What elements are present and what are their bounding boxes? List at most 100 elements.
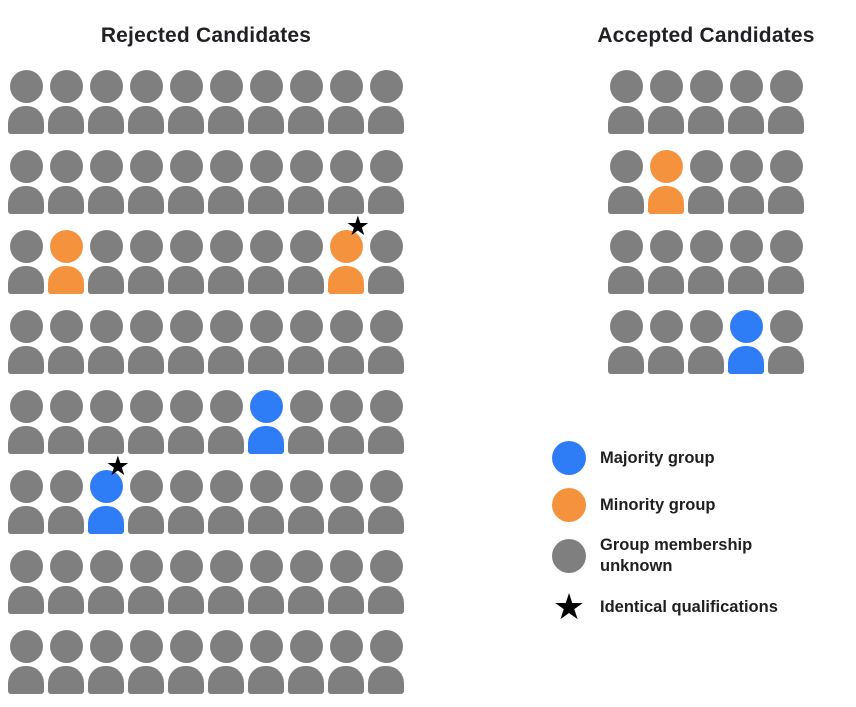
person-head bbox=[129, 630, 163, 663]
person-torso bbox=[368, 666, 404, 694]
person-icon bbox=[328, 150, 364, 214]
person-head bbox=[169, 230, 203, 263]
person-torso bbox=[328, 666, 364, 694]
person-icon bbox=[688, 230, 724, 294]
person-torso bbox=[48, 186, 84, 214]
star-icon: ★ bbox=[345, 211, 370, 241]
person-head bbox=[129, 390, 163, 423]
person-icon bbox=[128, 150, 164, 214]
person-head bbox=[329, 390, 363, 423]
person-icon bbox=[128, 230, 164, 294]
person-head bbox=[289, 390, 323, 423]
person-head bbox=[609, 310, 643, 343]
person-head bbox=[249, 550, 283, 583]
person-head bbox=[9, 230, 43, 263]
person-torso bbox=[48, 346, 84, 374]
person-torso bbox=[88, 426, 124, 454]
person-head bbox=[289, 70, 323, 103]
person-head bbox=[609, 150, 643, 183]
person-icon bbox=[608, 70, 644, 134]
person-torso bbox=[328, 506, 364, 534]
person-torso bbox=[168, 666, 204, 694]
person-head bbox=[689, 70, 723, 103]
person-icon bbox=[168, 470, 204, 534]
person-icon bbox=[248, 390, 284, 454]
person-icon bbox=[648, 70, 684, 134]
person-icon: ★ bbox=[88, 453, 130, 534]
person-icon bbox=[48, 390, 84, 454]
person-icon bbox=[208, 70, 244, 134]
unknown-group-swatch-icon bbox=[552, 539, 586, 573]
person-head bbox=[49, 70, 83, 103]
person-head bbox=[369, 150, 403, 183]
person-head bbox=[169, 150, 203, 183]
person-head bbox=[9, 550, 43, 583]
person-torso bbox=[128, 666, 164, 694]
person-head bbox=[729, 310, 763, 343]
person-torso bbox=[8, 346, 44, 374]
accepted-candidates-grid bbox=[608, 70, 804, 374]
person-icon bbox=[288, 630, 324, 694]
person-icon bbox=[248, 310, 284, 374]
person-icon bbox=[368, 310, 404, 374]
person-icon bbox=[128, 550, 164, 614]
rejected-candidates-title: Rejected Candidates bbox=[100, 24, 312, 47]
person-head bbox=[729, 150, 763, 183]
person-head bbox=[9, 630, 43, 663]
person-torso bbox=[328, 426, 364, 454]
person-icon bbox=[8, 550, 44, 614]
person-torso bbox=[368, 586, 404, 614]
person-icon bbox=[768, 70, 804, 134]
legend-label: Majority group bbox=[600, 448, 715, 467]
person-icon bbox=[728, 230, 764, 294]
person-icon bbox=[328, 550, 364, 614]
rejected-candidates-grid: ★ ★ bbox=[8, 70, 404, 694]
person-head bbox=[129, 550, 163, 583]
person-head bbox=[649, 230, 683, 263]
person-head bbox=[49, 630, 83, 663]
legend-item-majority-group: Majority group bbox=[552, 441, 790, 475]
person-torso bbox=[728, 106, 764, 134]
person-torso bbox=[168, 266, 204, 294]
person-icon bbox=[688, 70, 724, 134]
legend-label: Minority group bbox=[600, 495, 716, 514]
person-head bbox=[169, 550, 203, 583]
person-icon bbox=[288, 470, 324, 534]
person-torso bbox=[248, 586, 284, 614]
person-torso bbox=[128, 426, 164, 454]
person-head bbox=[129, 150, 163, 183]
person-torso bbox=[8, 506, 44, 534]
star-icon: ★ bbox=[105, 451, 130, 481]
person-head bbox=[249, 70, 283, 103]
person-head bbox=[209, 310, 243, 343]
person-icon bbox=[128, 630, 164, 694]
person-icon bbox=[208, 390, 244, 454]
person-head bbox=[609, 70, 643, 103]
person-head bbox=[249, 470, 283, 503]
person-torso bbox=[208, 106, 244, 134]
person-torso bbox=[688, 266, 724, 294]
person-head bbox=[249, 630, 283, 663]
person-head bbox=[249, 230, 283, 263]
person-head bbox=[9, 70, 43, 103]
person-icon bbox=[8, 630, 44, 694]
person-head bbox=[89, 390, 123, 423]
person-head bbox=[209, 470, 243, 503]
person-torso bbox=[648, 346, 684, 374]
person-head bbox=[369, 70, 403, 103]
person-head bbox=[209, 390, 243, 423]
person-icon bbox=[88, 550, 124, 614]
person-icon bbox=[208, 470, 244, 534]
person-icon bbox=[208, 630, 244, 694]
person-torso bbox=[768, 346, 804, 374]
person-torso bbox=[208, 186, 244, 214]
person-head bbox=[169, 470, 203, 503]
person-icon bbox=[208, 310, 244, 374]
person-icon bbox=[168, 310, 204, 374]
person-head bbox=[649, 70, 683, 103]
person-torso bbox=[768, 266, 804, 294]
person-head bbox=[129, 470, 163, 503]
person-icon bbox=[248, 70, 284, 134]
person-icon bbox=[608, 230, 644, 294]
person-icon bbox=[128, 470, 164, 534]
